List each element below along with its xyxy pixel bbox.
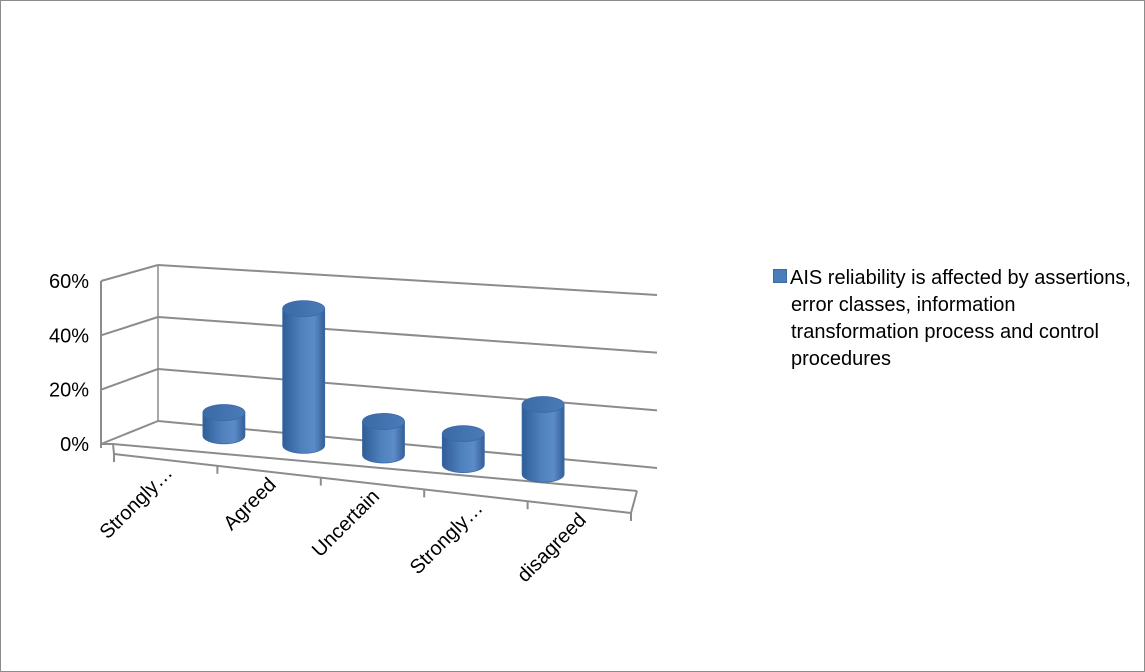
x-tick-label: Strongly… [406, 497, 488, 579]
bar-body [441, 433, 485, 473]
bar-cap [441, 425, 485, 443]
floor-right-edge [630, 490, 638, 514]
bar-cap [202, 404, 246, 421]
bar [202, 404, 246, 445]
bar-cap [362, 413, 405, 430]
bar [362, 413, 405, 464]
bar-cap [521, 396, 565, 413]
legend-swatch [773, 269, 787, 283]
legend: AIS reliability is affected by assertion… [773, 265, 1143, 373]
bar-body [362, 421, 405, 464]
axis-layer [100, 265, 638, 521]
side-gridline [100, 368, 159, 391]
bar-cap [282, 300, 326, 318]
bar [521, 396, 565, 483]
x-tick-label: Agreed [219, 474, 280, 535]
back-gridline [157, 368, 658, 412]
legend-label: AIS reliability is affected by assertion… [790, 267, 1131, 370]
side-gridline [100, 264, 159, 282]
floor-front-edge [112, 443, 638, 492]
x-tick-label: disagreed [513, 509, 591, 587]
bar-layer [202, 300, 565, 483]
x-tick-label: Uncertain [308, 485, 384, 561]
bar [441, 425, 485, 473]
y-tick-label: 60% [49, 271, 89, 293]
legend-entry: AIS reliability is affected by assertion… [773, 265, 1143, 373]
y-tick-label: 0% [60, 434, 89, 456]
y-tick-label: 20% [49, 380, 89, 402]
floor-corner-front [112, 443, 115, 455]
bar [282, 300, 326, 454]
back-gridline [157, 264, 658, 296]
bar-body [282, 308, 326, 454]
x-tick-label: Strongly… [96, 462, 178, 544]
back-gridline [157, 316, 658, 354]
bar-body [202, 412, 246, 445]
side-gridline [100, 316, 159, 337]
y-tick-label: 40% [49, 325, 89, 347]
side-gridline [100, 420, 159, 445]
x-axis-line [113, 453, 632, 514]
bar-body [521, 404, 565, 483]
